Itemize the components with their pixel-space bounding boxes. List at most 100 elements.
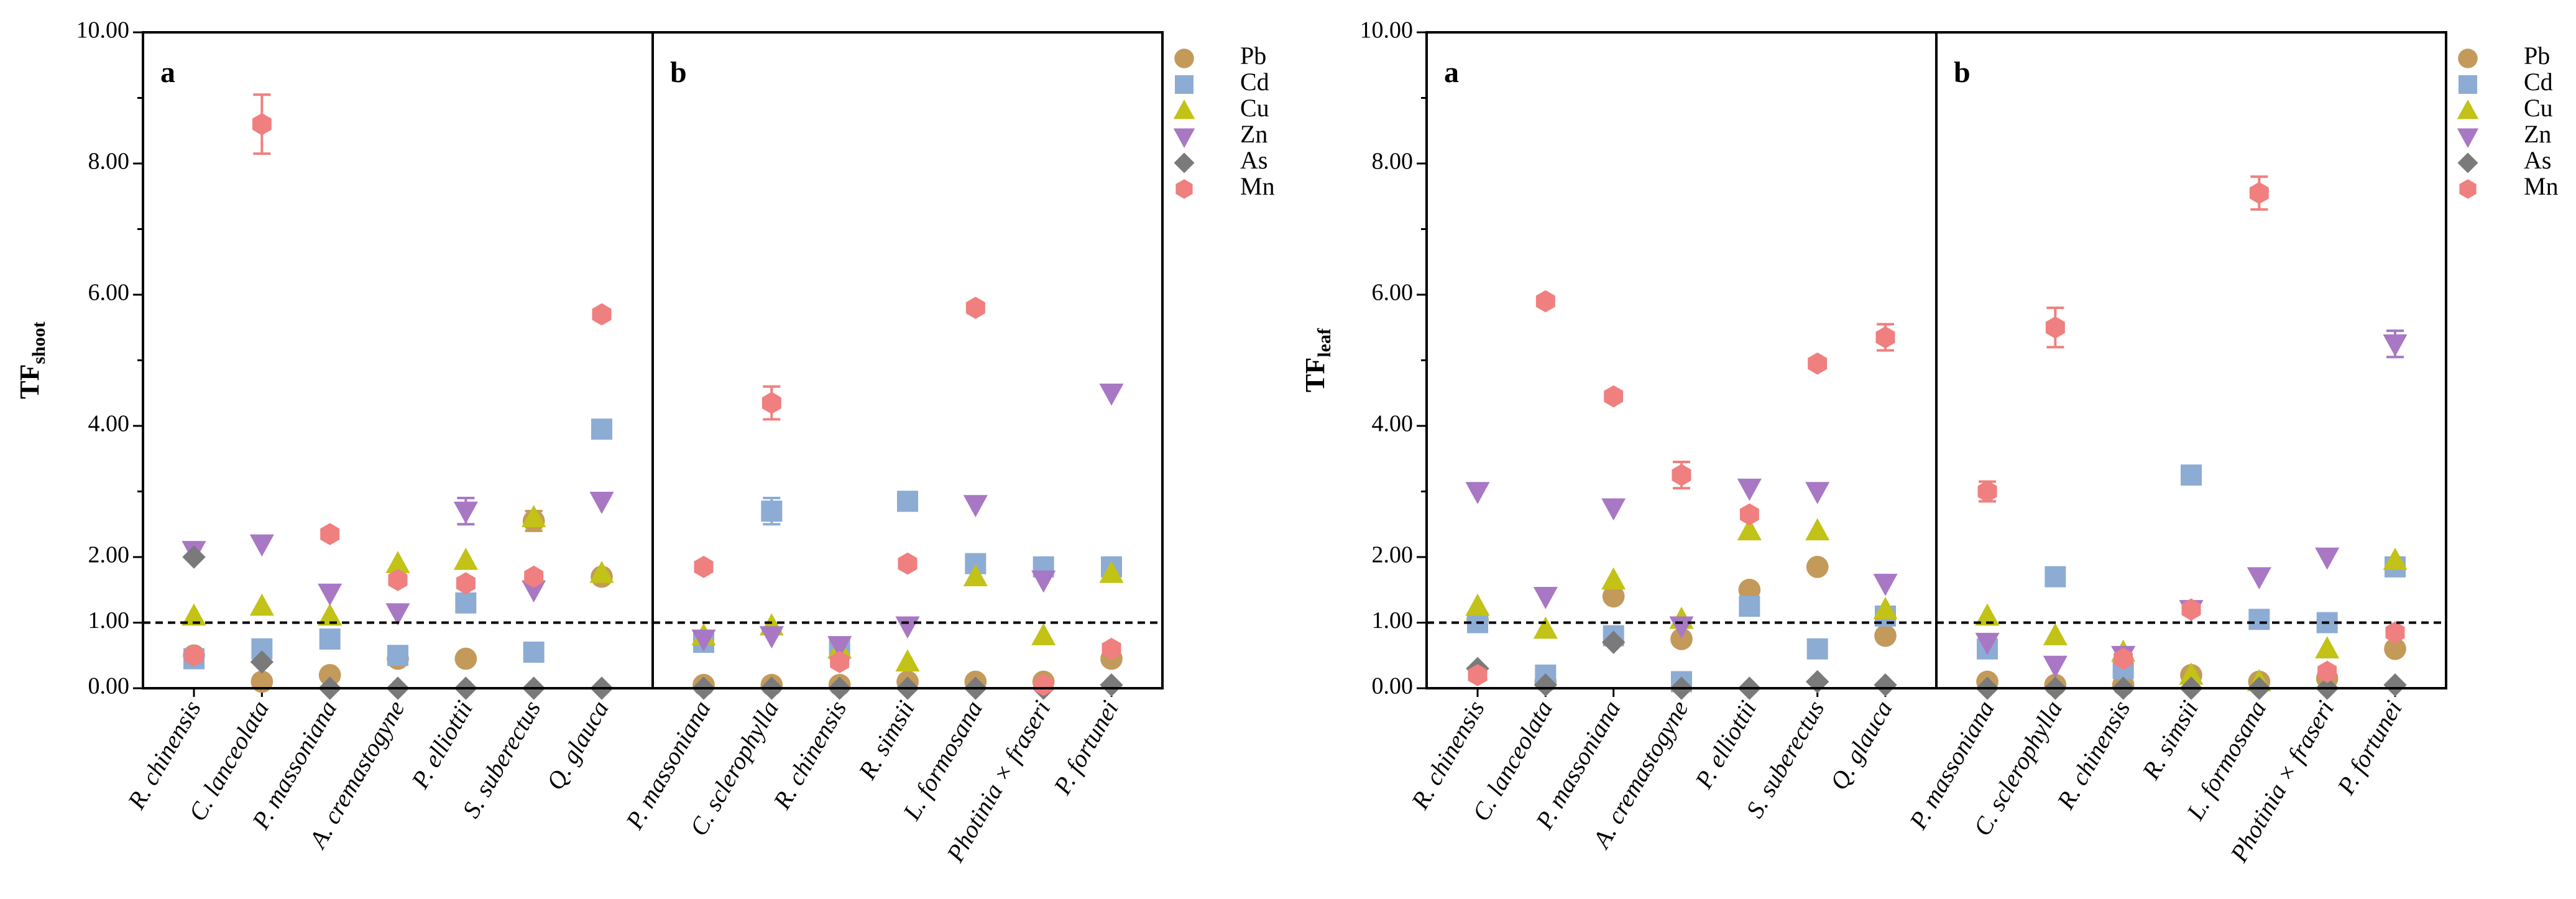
point-mn — [524, 565, 544, 588]
point-zn — [1975, 632, 2000, 655]
point-zn — [895, 616, 920, 639]
point-cu — [2383, 547, 2408, 570]
point-cu — [1737, 518, 1762, 541]
point-mn — [1739, 503, 1759, 526]
point-pb — [1602, 585, 1625, 608]
x-tick-label: P. elliottii — [1689, 696, 1762, 793]
point-zn — [2247, 567, 2271, 590]
point-cu — [1099, 560, 1124, 583]
legend-label-cu: Cu — [2524, 94, 2553, 122]
point-as — [1805, 670, 1829, 694]
legend-marker-cd — [2459, 75, 2477, 94]
point-pb — [1806, 555, 1829, 578]
x-tick-label: Q. glauca — [1824, 696, 1898, 795]
point-zn — [1873, 573, 1898, 596]
point-mn — [965, 297, 985, 319]
point-pb — [1874, 624, 1897, 647]
point-cu — [385, 551, 410, 573]
point-zn — [1601, 498, 1626, 521]
point-mn — [2045, 316, 2065, 339]
y-tick-label: 0.00 — [1372, 673, 1414, 699]
point-zn — [385, 603, 410, 626]
y-tick-label: 6.00 — [88, 280, 130, 306]
y-tick-label: 0.00 — [88, 673, 130, 699]
point-cd — [455, 592, 477, 614]
point-mn — [456, 572, 476, 595]
point-as — [1100, 673, 1123, 697]
point-cu — [1805, 518, 1830, 541]
y-axis: 0.00 1.00 2.00 4.00 6.00 8.00 10.00 — [1360, 17, 1427, 699]
point-cu — [453, 547, 478, 570]
point-pb — [2384, 637, 2406, 660]
x-tick-label: P. elliottii — [405, 696, 478, 793]
x-tick-label: R. simsii — [852, 696, 919, 785]
legend-marker-as — [1174, 152, 1195, 173]
legend-label-zn: Zn — [1240, 120, 1267, 148]
point-cd — [1739, 596, 1760, 617]
point-cd — [1806, 638, 1828, 660]
point-cd — [2045, 566, 2066, 588]
y-tick-label: 10.00 — [1360, 17, 1414, 44]
point-mn — [2181, 598, 2201, 621]
legend-marker-mn — [2459, 179, 2477, 199]
point-mn — [1535, 290, 1555, 313]
y-tick-label: 4.00 — [1372, 411, 1414, 437]
point-mn — [1468, 664, 1488, 686]
point-zn — [759, 626, 784, 648]
point-mn — [898, 552, 918, 575]
point-mn — [1672, 464, 1691, 486]
legend-marker-cu — [2457, 99, 2479, 119]
point-zn — [691, 629, 716, 652]
point-cd — [523, 641, 545, 663]
point-mn — [1977, 480, 1997, 503]
point-pb — [1670, 628, 1693, 650]
point-mn — [1034, 673, 1054, 696]
y-tick-label: 1.00 — [1372, 607, 1414, 634]
point-cd — [2181, 464, 2202, 486]
point-cu — [2043, 623, 2068, 645]
point-mn — [1875, 326, 1895, 349]
point-mn — [592, 303, 612, 326]
legend-label-zn: Zn — [2524, 120, 2551, 148]
point-zn — [1805, 482, 1830, 504]
legend-marker-pb — [1174, 48, 1194, 68]
point-zn — [2383, 334, 2408, 357]
point-zn — [827, 636, 852, 658]
point-cu — [1975, 603, 2000, 626]
point-mn — [1102, 637, 1121, 660]
point-as — [2383, 673, 2407, 697]
legend-label-pb: Pb — [1240, 42, 1266, 70]
point-cu — [1031, 623, 1056, 645]
legend-label-mn: Mn — [1240, 172, 1275, 200]
point-pb — [318, 664, 341, 686]
panel-label-b: b — [1954, 56, 1971, 89]
y-axis-title: TFshoot — [14, 321, 49, 399]
point-cu — [589, 560, 614, 583]
legend-marker-mn — [1175, 179, 1193, 199]
legend-marker-pb — [2458, 48, 2478, 68]
point-zn — [963, 495, 988, 517]
y-axis: 0.00 1.00 2.00 4.00 6.00 8.00 10.00 — [76, 17, 143, 699]
point-zn — [1465, 482, 1490, 504]
point-zn — [589, 492, 614, 514]
legend-label-cu: Cu — [1240, 94, 1269, 122]
point-mn — [2249, 182, 2269, 205]
point-pb — [454, 647, 477, 670]
point-cu — [318, 603, 343, 626]
point-mn — [2317, 660, 2337, 683]
legend-label-mn: Mn — [2524, 172, 2559, 200]
y-tick-label: 1.00 — [88, 607, 130, 634]
point-zn — [453, 501, 478, 524]
legend-label-as: As — [2524, 146, 2551, 174]
point-zn — [318, 583, 343, 606]
legend-label-cd: Cd — [1240, 68, 1269, 96]
point-as — [1534, 673, 1558, 697]
